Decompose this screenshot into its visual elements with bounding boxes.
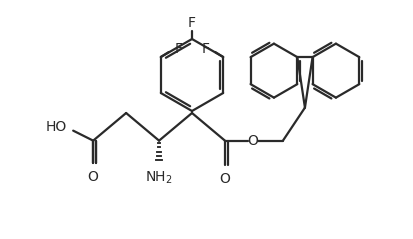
Text: O: O xyxy=(219,172,230,186)
Text: F: F xyxy=(188,16,196,30)
Text: F: F xyxy=(175,42,183,56)
Text: HO: HO xyxy=(46,120,67,134)
Text: F: F xyxy=(201,42,209,56)
Text: NH$_2$: NH$_2$ xyxy=(145,170,173,186)
Text: O: O xyxy=(88,170,99,184)
Text: O: O xyxy=(247,134,259,148)
